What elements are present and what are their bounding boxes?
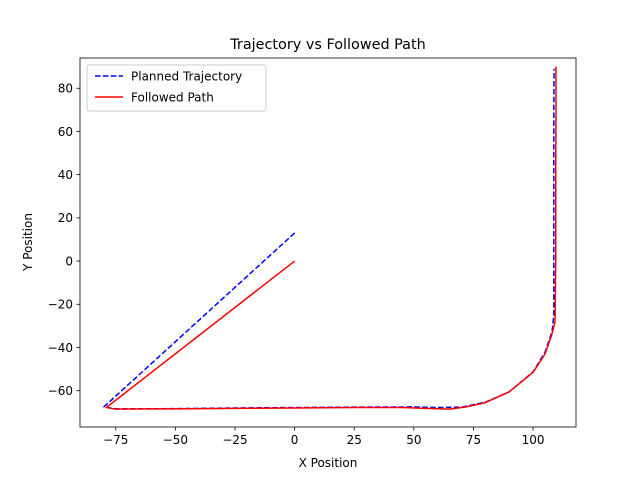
y-tick-label: −60	[48, 384, 73, 398]
legend-box	[86, 64, 267, 112]
y-tick-label: 80	[58, 82, 73, 96]
chart-title: Trajectory vs Followed Path	[229, 37, 426, 53]
x-tick-label: −50	[163, 433, 188, 447]
x-tick-label: −25	[222, 433, 247, 447]
x-tick-label: −75	[103, 433, 128, 447]
x-axis-label: X Position	[299, 456, 358, 470]
legend: Planned Trajectory Followed Path	[86, 64, 267, 112]
axes-layer: −75 −50 −25 0 25 50 75 100 −60 −40 −20 0 20 40 60 80	[48, 57, 577, 447]
y-tick-label: −40	[48, 341, 73, 355]
x-tick-label: 25	[347, 433, 362, 447]
y-tick-label: 40	[58, 168, 73, 182]
x-tick-label: 75	[466, 433, 481, 447]
y-tick-label: 0	[65, 254, 73, 268]
plot-layer	[103, 66, 557, 410]
x-tick-label: 0	[291, 433, 299, 447]
legend-label-planned: Planned Trajectory	[131, 70, 242, 84]
y-tick-label: −20	[48, 298, 73, 312]
legend-label-followed: Followed Path	[131, 91, 214, 105]
y-tick-label: 20	[58, 211, 73, 225]
x-tick-label: 50	[406, 433, 421, 447]
y-axis-label: Y Position	[21, 213, 35, 272]
y-tick-label: 60	[58, 125, 73, 139]
series-line-followed	[105, 66, 557, 410]
plot-frame	[79, 57, 577, 428]
x-tick-label: 100	[522, 433, 545, 447]
